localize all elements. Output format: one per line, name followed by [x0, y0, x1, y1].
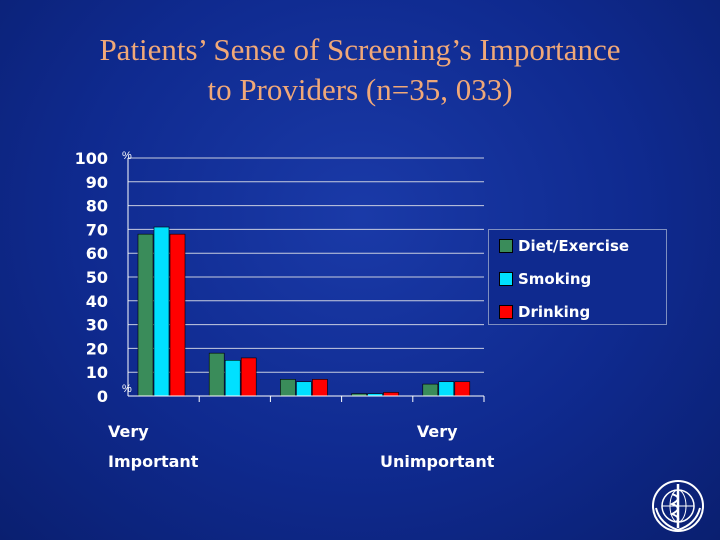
x-label-right-line-2: Unimportant [380, 452, 495, 471]
x-label-left-line-1: Very [108, 422, 149, 441]
bar-drinking-5 [454, 381, 471, 397]
y-tick-label-50: 50 [86, 268, 108, 287]
chart-legend: Diet/Exercise Smoking Drinking [488, 229, 667, 325]
legend-swatch-diet-exercise [499, 239, 513, 253]
y-tick-label-70: 70 [86, 220, 108, 239]
x-label-very-unimportant: Very Unimportant [380, 417, 494, 477]
y-tick-label-0: 0 [97, 387, 108, 406]
legend-label-drinking: Drinking [518, 303, 591, 321]
x-label-left-line-2: Important [108, 452, 199, 471]
y-tick-label-60: 60 [86, 244, 108, 263]
legend-label-diet-exercise: Diet/Exercise [518, 237, 630, 255]
legend-item-diet-exercise: Diet/Exercise [499, 236, 629, 256]
bar-diet-exercise-3 [280, 379, 296, 397]
bar-drinking-3 [312, 379, 328, 397]
bar-diet-exercise-1 [137, 233, 154, 397]
who-emblem-icon [652, 480, 704, 532]
bar-drinking-2 [240, 357, 257, 397]
legend-swatch-drinking [499, 305, 513, 319]
title-line-1: Patients’ Sense of Screening’s Importanc… [99, 32, 621, 67]
x-label-right-line-1: Very [416, 422, 458, 441]
bar-smoking-2 [224, 359, 241, 397]
bar-drinking-4 [383, 392, 399, 397]
y-tick-label-40: 40 [86, 292, 108, 311]
y-tick-label-90: 90 [86, 173, 108, 192]
bar-diet-exercise-5 [422, 383, 439, 397]
y-tick-label-80: 80 [86, 197, 108, 216]
legend-item-smoking: Smoking [499, 269, 591, 289]
x-label-very-important: Very Important [108, 417, 198, 477]
y-tick-label-30: 30 [86, 316, 108, 335]
bar-smoking-5 [438, 381, 455, 397]
legend-label-smoking: Smoking [518, 270, 592, 288]
bar-smoking-3 [296, 381, 312, 397]
bar-diet-exercise-2 [208, 352, 225, 397]
legend-item-drinking: Drinking [499, 302, 590, 322]
bar-drinking-1 [169, 233, 186, 397]
bar-smoking-1 [153, 226, 170, 397]
title-line-2: to Providers (n=35, 033) [207, 72, 513, 107]
slide-title: Patients’ Sense of Screening’s Importanc… [0, 30, 720, 110]
y-tick-label-100: 100 [75, 149, 108, 168]
legend-swatch-smoking [499, 272, 513, 286]
y-tick-label-10: 10 [86, 363, 108, 382]
y-tick-label-20: 20 [86, 339, 108, 358]
y-unit-label-bottom: % [122, 383, 132, 395]
y-unit-label-top: % [122, 150, 132, 162]
